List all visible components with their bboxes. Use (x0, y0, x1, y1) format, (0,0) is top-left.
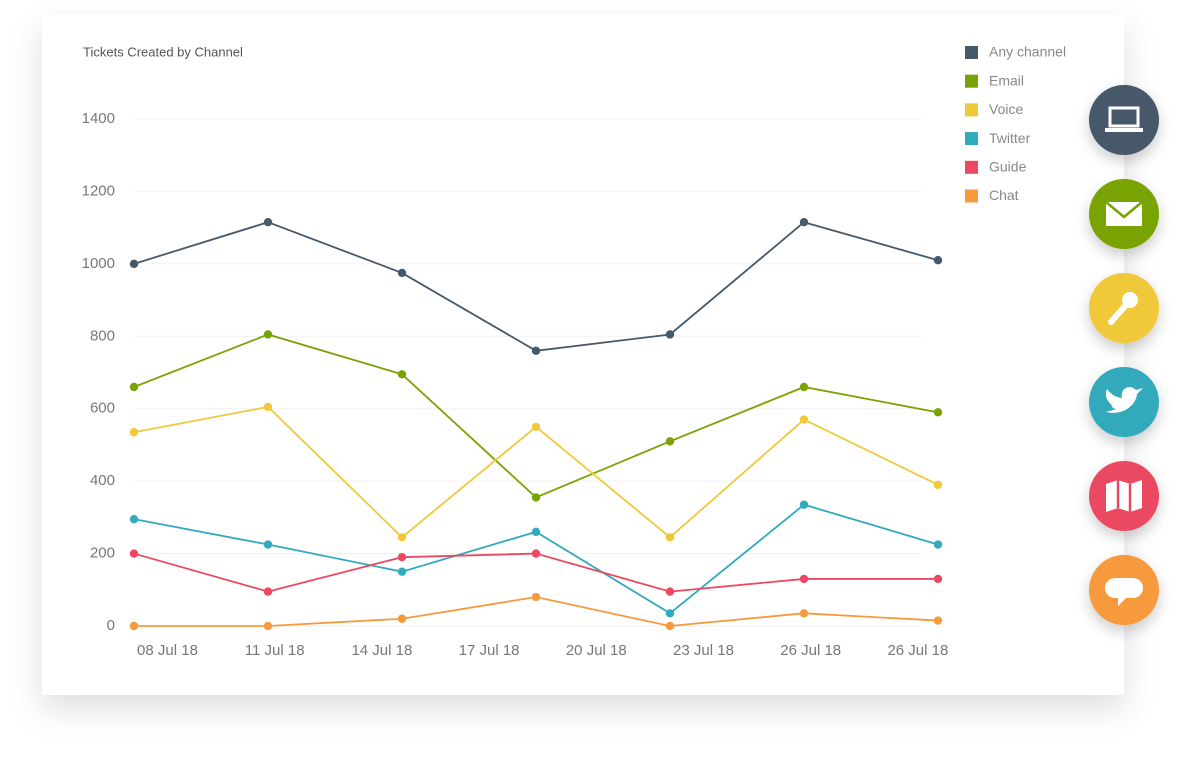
x-tick-label: 08 Jul 18 (137, 642, 198, 659)
x-tick-label: 23 Jul 18 (673, 642, 734, 659)
data-point (129, 259, 139, 269)
x-tick-label: 11 Jul 18 (245, 642, 305, 659)
legend-swatch (965, 189, 978, 203)
data-point (397, 370, 407, 379)
data-point (665, 533, 675, 542)
data-point (263, 218, 273, 227)
channel-icon (1089, 273, 1159, 343)
data-point (933, 616, 943, 625)
data-point (531, 346, 541, 355)
legend-label: Any channel (989, 44, 1066, 60)
data-point (799, 500, 809, 509)
x-tick-label: 17 Jul 18 (459, 642, 520, 659)
data-point (531, 527, 541, 537)
data-point (799, 382, 809, 392)
data-point (799, 415, 809, 424)
y-tick-label: 200 (90, 545, 115, 562)
data-point (933, 574, 943, 584)
legend-swatch (965, 74, 978, 88)
legend-label: Voice (989, 101, 1023, 117)
y-tick-label: 1200 (82, 182, 115, 199)
data-point (129, 549, 139, 558)
x-tick-label: 26 Jul 18 (780, 642, 841, 659)
icon-bubble (1089, 85, 1159, 155)
legend-swatch (965, 132, 978, 146)
data-point (263, 621, 273, 631)
data-point (665, 330, 675, 339)
icon (1106, 480, 1142, 512)
data-point (263, 587, 273, 596)
data-point (933, 540, 943, 549)
data-point (129, 428, 139, 437)
data-point (665, 587, 675, 596)
icon (1105, 578, 1143, 598)
y-tick-label: 600 (90, 400, 115, 417)
y-tick-label: 1400 (82, 110, 115, 127)
data-point (665, 621, 675, 631)
channel-icon (1089, 461, 1159, 531)
legend-label: Email (989, 72, 1024, 88)
x-tick-label: 14 Jul 18 (351, 642, 412, 659)
x-tick-label: 26 Jul 18 (887, 642, 948, 659)
y-tick-label: 400 (90, 472, 115, 489)
icon (1118, 596, 1128, 606)
data-point (397, 533, 407, 542)
x-tick-label: 20 Jul 18 (566, 642, 627, 659)
legend-label: Guide (989, 159, 1027, 175)
channel-icon (1089, 179, 1159, 249)
y-tick-label: 800 (90, 327, 115, 344)
data-point (263, 402, 273, 412)
data-point (531, 592, 541, 602)
legend-swatch (965, 46, 978, 59)
data-point (397, 567, 407, 576)
y-tick-label: 0 (107, 617, 115, 634)
data-point (397, 268, 407, 278)
data-point (531, 493, 541, 502)
data-point (129, 514, 139, 524)
icon (1116, 480, 1132, 512)
legend-swatch (965, 160, 978, 174)
data-point (531, 549, 541, 558)
data-point (799, 218, 809, 227)
icon (1108, 106, 1140, 128)
data-point (933, 480, 943, 489)
card (42, 14, 1124, 695)
icon (1105, 387, 1143, 413)
icon (1105, 128, 1143, 132)
legend-label: Twitter (989, 130, 1031, 146)
data-point (397, 614, 407, 623)
chart-title: Tickets Created by Channel (83, 44, 243, 59)
data-point (129, 382, 139, 392)
data-point (665, 437, 675, 446)
y-tick-label: 1000 (82, 255, 115, 272)
icon (1105, 201, 1143, 219)
channel-icon (1089, 367, 1159, 437)
data-point (397, 552, 407, 562)
data-point (933, 408, 943, 417)
data-point (263, 540, 273, 549)
channel-icon (1089, 85, 1159, 155)
data-point (933, 256, 943, 265)
data-point (665, 609, 675, 618)
data-point (531, 422, 541, 432)
legend-label: Chat (989, 187, 1019, 203)
data-point (799, 574, 809, 584)
channel-icon (1089, 555, 1159, 625)
data-point (129, 621, 139, 631)
legend-swatch (965, 103, 978, 117)
data-point (799, 609, 809, 618)
icon (1108, 302, 1129, 325)
data-point (263, 330, 273, 339)
